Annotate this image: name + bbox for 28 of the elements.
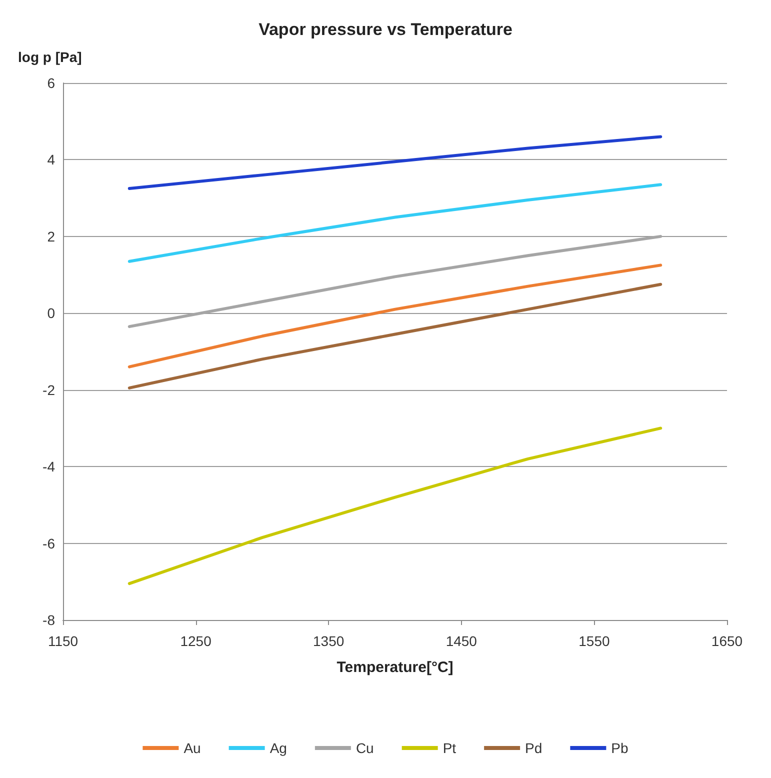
line-series [128,183,662,263]
line-series [128,282,662,390]
y-tick-label: 4 [47,152,56,168]
y-tick-label: -6 [42,535,56,552]
line-series [128,135,662,190]
legend-label: Pd [525,740,542,756]
x-tick-label: 1650 [711,633,743,649]
legend-label: Pb [611,740,629,756]
x-tick-label: 1250 [180,633,212,649]
legend-label: Cu [356,740,374,756]
line-series [128,426,662,586]
line-series [128,264,662,368]
y-tick-label: -4 [42,458,56,475]
x-tick-label: 1350 [313,633,344,649]
x-tick-label: 1450 [446,633,478,649]
legend-label: Ag [270,740,287,756]
x-tick-label: 1150 [48,633,78,649]
legend-label: Pt [442,740,456,756]
x-axis-title: Temperature[°C] [336,659,454,676]
chart-title: Vapor pressure vs Temperature [258,20,512,39]
x-tick-label: 1550 [578,633,610,649]
y-axis-title: log p [Pa] [18,49,82,65]
y-tick-label: 6 [47,75,56,91]
y-tick-label: 2 [47,228,56,244]
legend-label: Au [184,740,201,756]
y-tick-label: -2 [42,382,56,398]
y-tick-label: -8 [42,612,56,628]
y-tick-label: 0 [47,305,56,322]
